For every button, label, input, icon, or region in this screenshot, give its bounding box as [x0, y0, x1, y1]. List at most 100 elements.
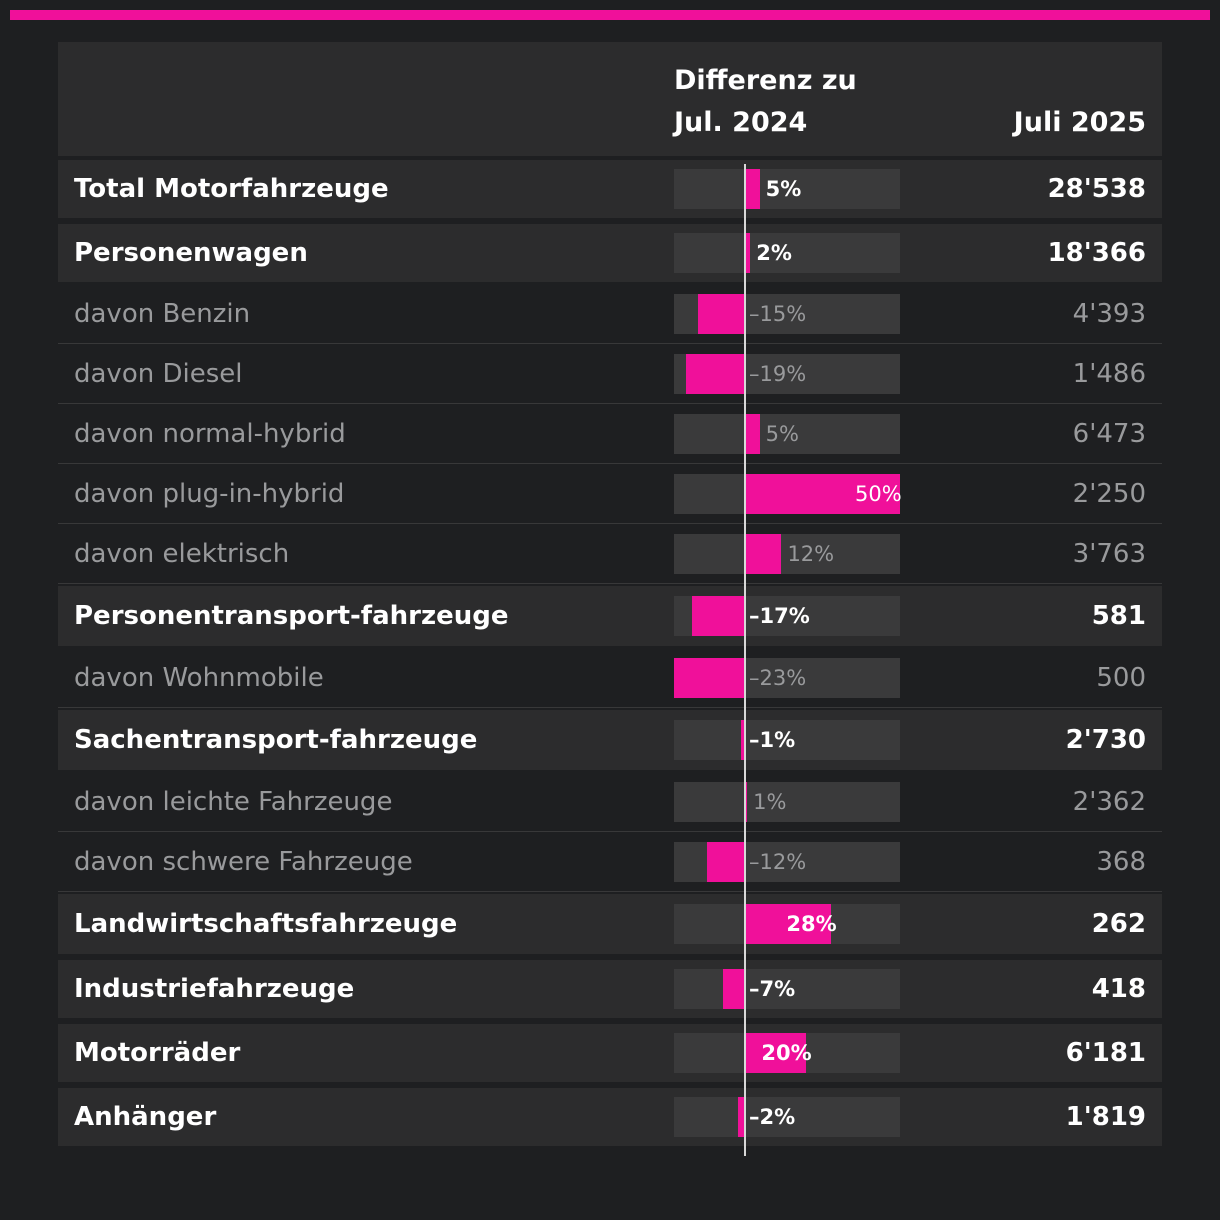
table-row: davon leichte Fahrzeuge 1% 2'362 [58, 772, 1162, 832]
diff-bar-track: 1% [674, 781, 900, 822]
diff-label: 28% [786, 912, 837, 936]
diff-label: 5% [765, 177, 802, 201]
row-label: davon elektrisch [74, 538, 290, 569]
row-value: 2'250 [1072, 478, 1146, 509]
row-label: davon Diesel [74, 358, 243, 389]
diff-label: –23% [749, 665, 807, 690]
table-header: Differenz zu Jul. 2024 Juli 2025 [58, 42, 1162, 156]
diff-bar [744, 233, 751, 273]
diff-bar [707, 841, 744, 882]
row-value: 368 [1096, 846, 1146, 877]
row-label: davon normal-hybrid [74, 418, 346, 449]
diff-bar-track: –19% [674, 353, 900, 394]
row-value: 500 [1096, 662, 1146, 693]
table-row: Personenwagen 2% 18'366 [58, 220, 1162, 284]
row-value: 581 [1091, 601, 1146, 631]
row-label: davon Wohnmobile [74, 662, 324, 693]
row-value: 1'819 [1065, 1102, 1146, 1132]
total-column-header: Juli 2025 [1013, 107, 1146, 138]
row-value: 2'730 [1065, 725, 1146, 755]
top-accent-rule [10, 10, 1210, 20]
diff-bar-track: 12% [674, 533, 900, 574]
diff-bar [744, 413, 760, 454]
table-row: Total Motorfahrzeuge 5% 28'538 [58, 156, 1162, 220]
table-row: Motorräder 20% 6'181 [58, 1020, 1162, 1084]
diff-bar-track: –23% [674, 657, 900, 698]
table-row: davon plug-in-hybrid 50% 2'250 [58, 464, 1162, 524]
row-value: 18'366 [1047, 238, 1146, 268]
diff-label: 1% [753, 789, 787, 814]
table-row: davon Wohnmobile –23% 500 [58, 648, 1162, 708]
diff-bar-track: 20% [674, 1033, 900, 1073]
row-value: 4'393 [1072, 298, 1146, 329]
diff-label: –2% [749, 1105, 796, 1129]
zero-axis-line [744, 164, 746, 1156]
diff-header-line2: Jul. 2024 [674, 107, 808, 138]
diff-column-header: Differenz zu Jul. 2024 [674, 60, 857, 144]
table-row: Personentransport-fahrzeuge –17% 581 [58, 584, 1162, 648]
diff-bar [737, 1097, 744, 1137]
row-value: 1'486 [1072, 358, 1146, 389]
row-value: 262 [1091, 909, 1146, 939]
diff-bar [686, 353, 744, 394]
table-row: davon elektrisch 12% 3'763 [58, 524, 1162, 584]
diff-bar-track: –17% [674, 596, 900, 636]
row-label: davon leichte Fahrzeuge [74, 786, 393, 817]
row-label: Personentransport-fahrzeuge [74, 601, 509, 631]
diff-bar-track: –15% [674, 293, 900, 334]
diff-label: 2% [756, 241, 792, 265]
row-value: 6'473 [1072, 418, 1146, 449]
diff-label: –12% [749, 849, 807, 874]
table-row: davon normal-hybrid 5% 6'473 [58, 404, 1162, 464]
row-label: Anhänger [74, 1102, 217, 1132]
diff-bar-track: 5% [674, 169, 900, 209]
diff-label: –15% [749, 301, 807, 326]
row-value: 2'362 [1072, 786, 1146, 817]
table-row: Sachentransport-fahrzeuge –1% 2'730 [58, 708, 1162, 772]
data-table: Differenz zu Jul. 2024 Juli 2025 Total M… [58, 42, 1162, 1148]
diff-bar [744, 169, 760, 209]
diff-bar [744, 904, 832, 944]
diff-bar-track: –1% [674, 720, 900, 760]
diff-bar [698, 293, 744, 334]
diff-bar-track: 5% [674, 413, 900, 454]
diff-bar [674, 657, 744, 698]
row-label: Motorräder [74, 1038, 241, 1068]
table-row: davon schwere Fahrzeuge –12% 368 [58, 832, 1162, 892]
diff-label: 50% [855, 481, 902, 506]
diff-bar-track: –7% [674, 969, 900, 1009]
table-row: Anhänger –2% 1'819 [58, 1084, 1162, 1148]
diff-label: –17% [749, 604, 810, 628]
row-value: 3'763 [1072, 538, 1146, 569]
table-body: Total Motorfahrzeuge 5% 28'538 Personenwage… [58, 156, 1162, 1148]
diff-label: –19% [749, 361, 807, 386]
row-value: 6'181 [1065, 1038, 1146, 1068]
diff-label: –7% [749, 977, 796, 1001]
row-label: Personenwagen [74, 238, 308, 268]
row-label: davon schwere Fahrzeuge [74, 846, 413, 877]
table-row: davon Benzin –15% 4'393 [58, 284, 1162, 344]
diff-label: 12% [787, 541, 835, 566]
diff-bar-track: 2% [674, 233, 900, 273]
diff-bar [722, 969, 744, 1009]
diff-bar-track: –12% [674, 841, 900, 882]
row-label: davon plug-in-hybrid [74, 478, 345, 509]
diff-bar-track: 28% [674, 904, 900, 944]
diff-bar-track: –2% [674, 1097, 900, 1137]
table-row: Industriefahrzeuge –7% 418 [58, 956, 1162, 1020]
diff-label: 20% [761, 1041, 812, 1065]
diff-label: –1% [749, 728, 796, 752]
row-label: davon Benzin [74, 298, 251, 329]
row-label: Total Motorfahrzeuge [74, 174, 389, 204]
diff-bar [744, 533, 782, 574]
row-value: 418 [1091, 974, 1146, 1004]
diff-bar [692, 596, 744, 636]
row-label: Industriefahrzeuge [74, 974, 355, 1004]
row-label: Sachentransport-fahrzeuge [74, 725, 478, 755]
diff-bar [740, 720, 744, 760]
table-row: Landwirtschaftsfahrzeuge 28% 262 [58, 892, 1162, 956]
diff-header-line1: Differenz zu [674, 65, 857, 96]
diff-bar-track: 50% [674, 473, 902, 514]
table-row: davon Diesel –19% 1'486 [58, 344, 1162, 404]
row-label: Landwirtschaftsfahrzeuge [74, 909, 458, 939]
